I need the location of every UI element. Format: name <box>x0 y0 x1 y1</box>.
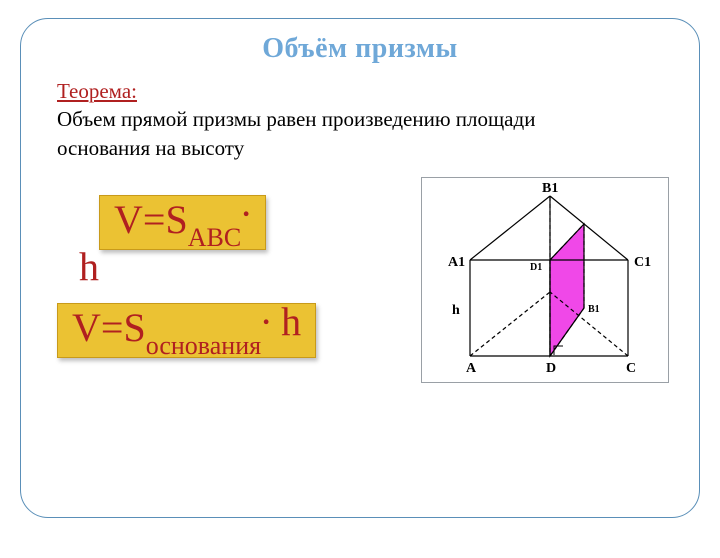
svg-text:h: h <box>452 303 460 318</box>
theorem-block: Теорема: Объем прямой призмы равен произ… <box>57 77 659 162</box>
slide-title: Объём призмы <box>21 33 699 65</box>
svg-text:A1: A1 <box>448 255 465 270</box>
svg-text:D1: D1 <box>530 262 542 273</box>
formula-abc-vs: V=S <box>114 197 188 242</box>
theorem-line-2: основания на высоту <box>57 136 244 160</box>
formula-abc-h: h <box>79 243 99 290</box>
formula-base-sub: основания <box>146 331 261 360</box>
svg-text:A: A <box>466 361 477 376</box>
slide-card: Объём призмы Теорема: Объем прямой призм… <box>20 18 700 518</box>
formula-base-tail: ∙ h <box>261 299 301 344</box>
svg-text:C1: C1 <box>634 255 651 270</box>
formula-base: V=Sоснования∙ h <box>57 303 316 358</box>
formula-base-vs: V=S <box>72 305 146 350</box>
theorem-line-1: Объем прямой призмы равен произведению п… <box>57 107 535 131</box>
formula-abc-sub: ABC <box>188 223 241 252</box>
formula-abc-dot: ∙ <box>241 191 251 236</box>
formula-abc: V=SABC∙ <box>99 195 266 250</box>
svg-text:D: D <box>546 361 556 376</box>
prism-diagram: A C D A1 C1 B1 D1 B1 h <box>421 177 669 383</box>
theorem-label: Теорема: <box>57 79 137 103</box>
svg-text:C: C <box>626 361 636 376</box>
svg-text:B1: B1 <box>588 304 600 315</box>
svg-text:B1: B1 <box>542 181 558 196</box>
